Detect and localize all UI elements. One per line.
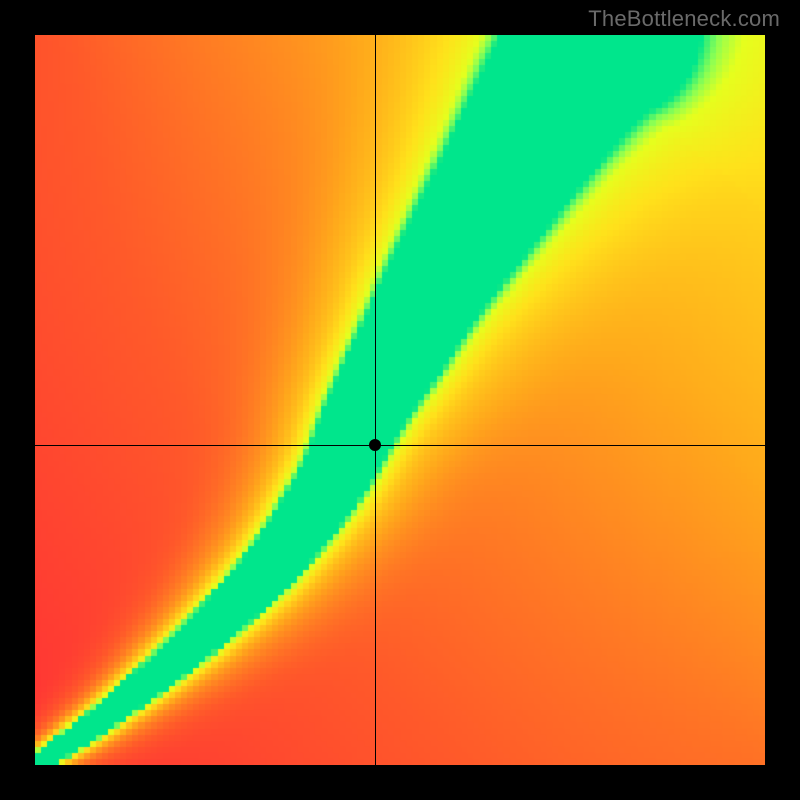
heatmap-plot	[35, 35, 765, 765]
watermark-text: TheBottleneck.com	[588, 6, 780, 32]
crosshair-vertical	[375, 35, 376, 765]
crosshair-marker	[369, 439, 381, 451]
crosshair-horizontal	[35, 445, 765, 446]
heatmap-canvas	[35, 35, 765, 765]
